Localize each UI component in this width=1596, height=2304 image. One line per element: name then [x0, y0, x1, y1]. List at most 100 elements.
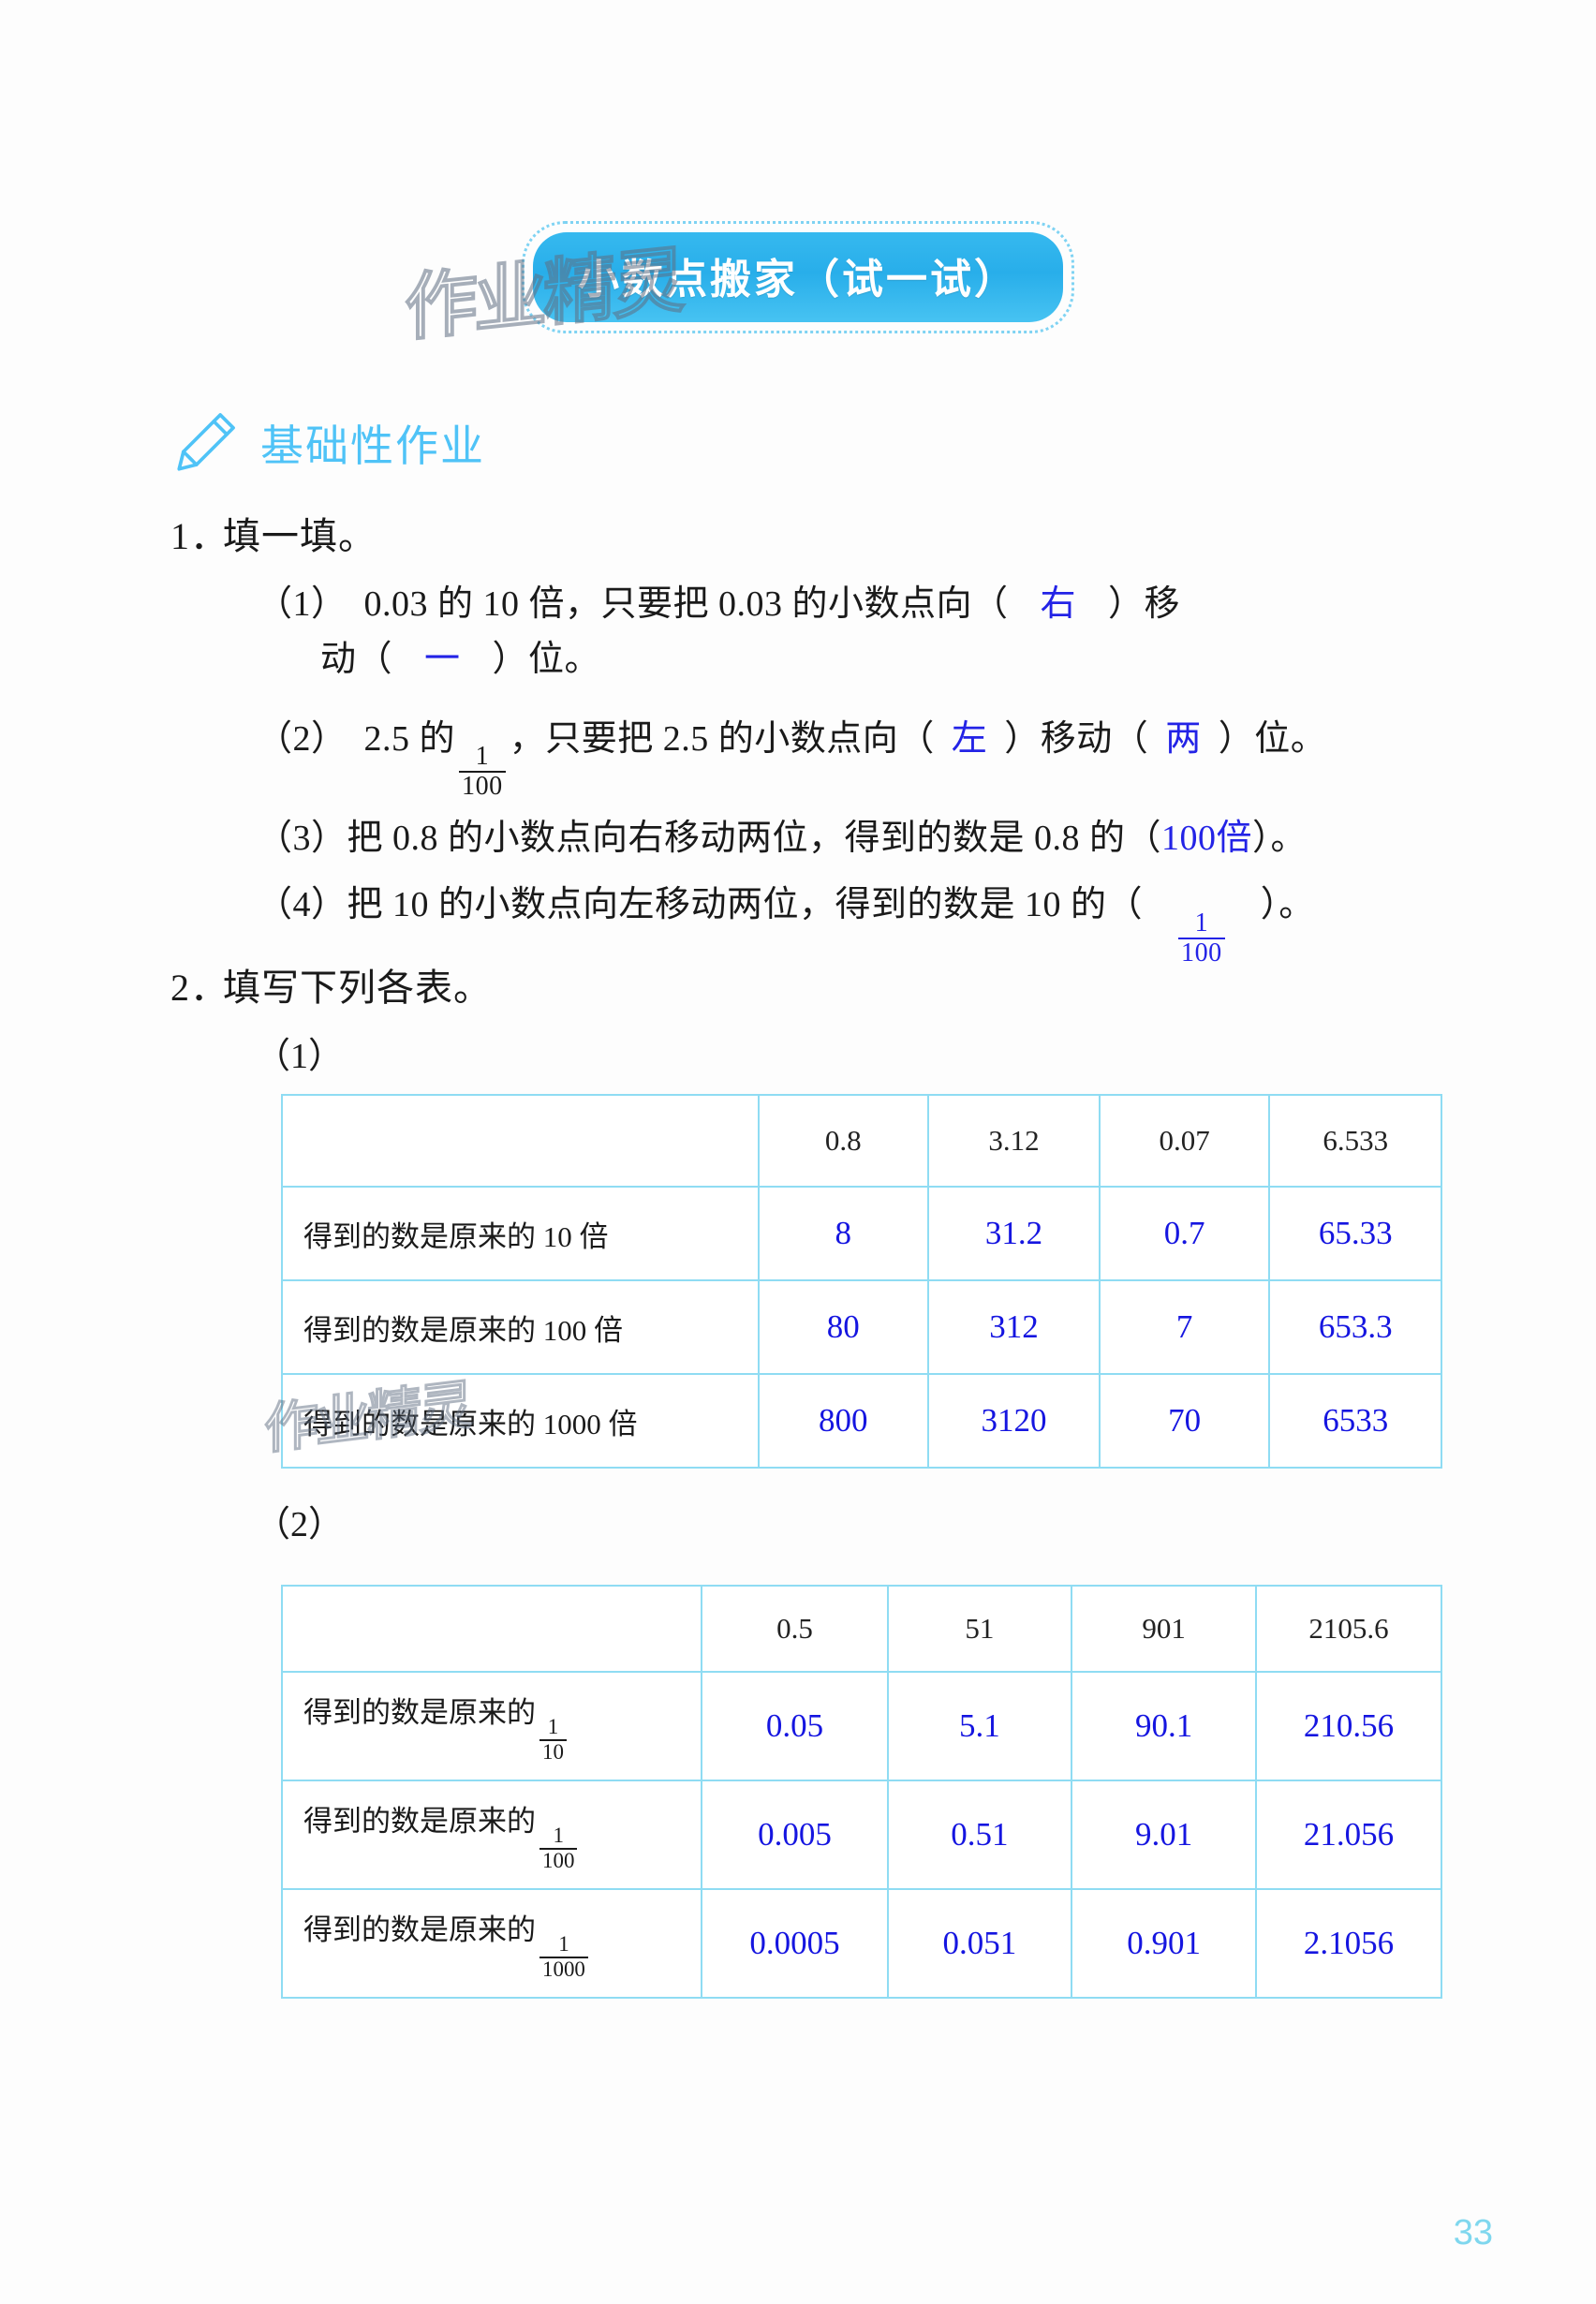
table-2-header-1: 51: [886, 1585, 1073, 1673]
question-1-item-3: （3）把 0.8 的小数点向右移动两位，得到的数是 0.8 的（100倍）。: [257, 811, 1326, 866]
item-2-text-b: ，只要把 2.5 的小数点向（: [509, 718, 935, 759]
item-1-text-before: 0.03 的 10 倍，只要把 0.03 的小数点向（: [363, 584, 1009, 624]
item-3-text-b: ）。: [1252, 819, 1308, 859]
table-2-cell-2-2[interactable]: 0.901: [1071, 1888, 1257, 1999]
item-2-label: （2）: [257, 718, 347, 759]
table-2-header-0: 0.5: [701, 1585, 889, 1673]
table-1-row-2-head: 得到的数是原来的 1000 倍: [281, 1373, 760, 1469]
page-number: 33: [1453, 2213, 1493, 2252]
table-2-cell-2-1[interactable]: 0.051: [886, 1888, 1073, 1999]
table-1-row-0-head: 得到的数是原来的 10 倍: [281, 1186, 760, 1281]
title-banner: 小数点搬家（试一试）: [522, 221, 1074, 333]
item-3-answer: 100倍: [1161, 819, 1253, 859]
row-head-fraction: 1 100: [539, 1824, 578, 1872]
table-1-cell-1-3[interactable]: 653.3: [1268, 1279, 1442, 1375]
table-2-cell-2-0[interactable]: 0.0005: [701, 1888, 889, 1999]
table-1-cell-0-3[interactable]: 65.33: [1268, 1186, 1442, 1281]
table-row: 得到的数是原来的 100 倍 80 312 7 653.3: [281, 1279, 1442, 1375]
table-2-cell-0-2[interactable]: 90.1: [1071, 1671, 1257, 1781]
table-2-cell-1-3[interactable]: 21.056: [1254, 1780, 1443, 1890]
question-1-heading: 1． 填一填。: [170, 506, 1326, 560]
item-4-text-b: ）。: [1260, 885, 1315, 925]
table-2-row-1-head: 得到的数是原来的 1 100: [280, 1780, 703, 1890]
table-row: 得到的数是原来的 1 100 0.005 0.51 9.01 21.056: [280, 1780, 1443, 1890]
table-row: 得到的数是原来的 1 1000 0.0005 0.051 0.901 2.1056: [280, 1888, 1443, 1999]
table-1: 0.8 3.12 0.07 6.533 得到的数是原来的 10 倍 8 31.2…: [281, 1094, 1442, 1469]
question-2-heading: 2． 填写下列各表。: [170, 957, 492, 1012]
table-1-header-1: 3.12: [927, 1094, 1101, 1188]
fraction-denominator: 1000: [539, 1957, 588, 1981]
table-2-header-2: 901: [1071, 1585, 1257, 1673]
item-4-text-a: 把 10 的小数点向左移动两位，得到的数是 10 的（: [347, 885, 1144, 925]
fraction-denominator: 10: [539, 1739, 567, 1764]
question-1: 1． 填一填。 （1） 0.03 的 10 倍，只要把 0.03 的小数点向（ 右 ）…: [170, 506, 1326, 967]
table-1-header-row: 0.8 3.12 0.07 6.533: [281, 1094, 1442, 1188]
table-1-cell-0-2[interactable]: 0.7: [1098, 1186, 1271, 1281]
table-1-header-2: 0.07: [1098, 1094, 1271, 1188]
row-head-fraction: 1 1000: [539, 1932, 588, 1981]
table-1-corner-cell: [281, 1094, 760, 1188]
table-1-cell-2-2[interactable]: 70: [1098, 1373, 1271, 1469]
table-1-cell-1-2[interactable]: 7: [1098, 1279, 1271, 1375]
item-4-label: （4）: [257, 885, 347, 925]
fraction-numerator: 1: [547, 1715, 559, 1739]
item-3-text-a: 把 0.8 的小数点向右移动两位，得到的数是 0.8 的（: [347, 819, 1162, 859]
item-2-text-c: ）移动（: [1004, 718, 1149, 759]
table-1-cell-2-3[interactable]: 6533: [1268, 1373, 1442, 1469]
table-2-cell-1-0[interactable]: 0.005: [701, 1780, 889, 1890]
fraction-numerator: 1: [1194, 908, 1209, 938]
row-head-text: 得到的数是原来的: [303, 1913, 536, 1946]
item-2-answer-2: 两: [1165, 718, 1202, 759]
table-2-header-3: 2105.6: [1254, 1585, 1443, 1673]
table-2-header-row: 0.5 51 901 2105.6: [280, 1585, 1443, 1673]
page-title: 小数点搬家（试一试）: [578, 257, 1018, 303]
fraction-numerator: 1: [553, 1824, 564, 1848]
section-title: 基础性作业: [260, 421, 485, 470]
question-1-item-1-line-2: 动（ 一 ）位。: [320, 632, 1326, 687]
table-2-cell-0-0[interactable]: 0.05: [701, 1671, 889, 1781]
section-header: 基础性作业: [170, 408, 485, 478]
table-2-corner-cell: [280, 1585, 703, 1673]
fraction-numerator: 1: [558, 1932, 569, 1957]
table-2-cell-1-1[interactable]: 0.51: [886, 1780, 1073, 1890]
table-row: 得到的数是原来的 1 10 0.05 5.1 90.1 210.56: [280, 1671, 1443, 1781]
table-2-cell-2-3[interactable]: 2.1056: [1254, 1888, 1443, 1999]
fraction-denominator: 100: [459, 771, 506, 800]
item-1-answer-2: 一: [424, 639, 461, 679]
table-2-row-0-head: 得到的数是原来的 1 10: [280, 1671, 703, 1781]
table-2-label: （2）: [255, 1505, 345, 1544]
item-1-text-after: ）移: [1108, 584, 1181, 624]
table-1-cell-1-1[interactable]: 312: [927, 1279, 1101, 1375]
table-2-row-2-head: 得到的数是原来的 1 1000: [280, 1888, 703, 1999]
page-title-container: 小数点搬家（试一试）: [0, 221, 1596, 333]
table-1-cell-0-0[interactable]: 8: [757, 1186, 930, 1281]
item-1-label: （1）: [257, 584, 347, 624]
item-1-line2-after: ）位。: [492, 639, 601, 679]
item-2-text-a: 2.5 的: [363, 718, 456, 759]
table-2-cell-0-3[interactable]: 210.56: [1254, 1671, 1443, 1781]
question-1-item-2: （2） 2.5 的 1 100 ，只要把 2.5 的小数点向（左）移动（两）位。: [257, 712, 1326, 801]
item-2-fraction: 1 100: [459, 744, 506, 800]
question-2: 2． 填写下列各表。: [170, 957, 492, 1012]
item-3-label: （3）: [257, 819, 347, 859]
table-1-row-1-head: 得到的数是原来的 100 倍: [281, 1279, 760, 1375]
item-2-text-d: ）位。: [1218, 718, 1327, 759]
pencil-icon: [170, 408, 240, 478]
table-1-cell-2-1[interactable]: 3120: [927, 1373, 1101, 1469]
table-2-cell-1-2[interactable]: 9.01: [1071, 1780, 1257, 1890]
question-1-item-1-line-1: （1） 0.03 的 10 倍，只要把 0.03 的小数点向（ 右 ）移: [257, 577, 1326, 632]
table-1-header-3: 6.533: [1268, 1094, 1442, 1188]
fraction-numerator: 1: [475, 742, 490, 772]
question-1-number: 1．: [170, 515, 229, 557]
table-2-cell-0-1[interactable]: 5.1: [886, 1671, 1073, 1781]
row-head-text: 得到的数是原来的: [303, 1804, 536, 1838]
question-2-number: 2．: [170, 967, 229, 1009]
table-1-cell-1-0[interactable]: 80: [757, 1279, 930, 1375]
question-2-prompt: 填写下列各表。: [223, 967, 492, 1009]
item-1-answer-1: 右: [1040, 584, 1077, 624]
fraction-denominator: 100: [539, 1848, 578, 1872]
table-1-label: （1）: [255, 1037, 345, 1076]
question-1-prompt: 填一填。: [223, 515, 377, 557]
table-1-cell-2-0[interactable]: 800: [757, 1373, 930, 1469]
table-1-cell-0-1[interactable]: 31.2: [927, 1186, 1101, 1281]
